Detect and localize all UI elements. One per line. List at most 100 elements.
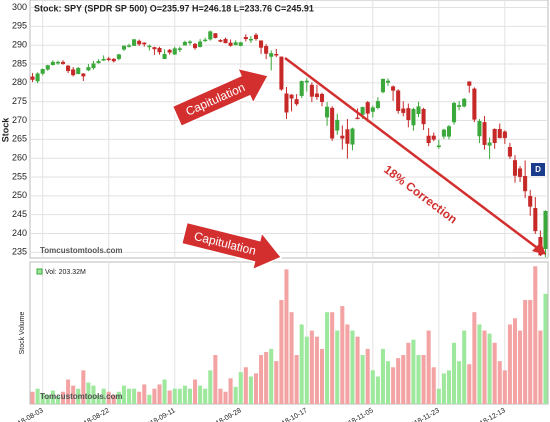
volume-bar — [152, 388, 157, 404]
volume-panel — [29, 261, 549, 405]
candle-body — [228, 42, 233, 46]
candle-body — [253, 34, 259, 40]
volume-bar — [360, 355, 365, 404]
volume-bar — [45, 394, 50, 404]
candle-body — [492, 128, 497, 143]
volume-bar — [50, 390, 55, 404]
candle-body — [274, 53, 279, 56]
candle-body — [380, 78, 385, 93]
volume-bar — [497, 361, 502, 404]
candle-body — [177, 48, 182, 50]
volume-bar — [340, 306, 345, 404]
volume-bar — [441, 373, 446, 404]
candle-body — [142, 42, 147, 45]
y-tick-label: 235 — [12, 247, 27, 257]
candle-body — [218, 40, 223, 42]
candle-body — [60, 61, 66, 64]
volume-bar — [264, 351, 269, 404]
candle-body — [304, 80, 309, 83]
candle-body — [182, 41, 187, 46]
y-tick-label: 240 — [12, 228, 27, 238]
volume-bar — [208, 370, 213, 404]
volume-bar — [81, 370, 86, 404]
candle-body — [406, 108, 411, 121]
legend-swatch — [36, 268, 43, 275]
volume-bar — [319, 348, 325, 404]
volume-bar — [76, 388, 81, 404]
volume-bar — [142, 384, 147, 404]
candle-body — [446, 126, 451, 137]
volume-bar — [396, 358, 401, 404]
y-tick-label: 285 — [12, 58, 27, 68]
candle-body — [502, 131, 507, 139]
candle-body — [243, 37, 248, 40]
volume-bar — [462, 330, 467, 404]
candle-body — [76, 67, 81, 75]
y-tick-label: 265 — [12, 134, 27, 144]
volume-bar — [477, 324, 482, 404]
volume-bar — [304, 336, 309, 404]
volume-bar — [533, 266, 538, 404]
candle-body — [71, 69, 76, 76]
volume-bar — [91, 385, 96, 404]
candle-body — [441, 129, 446, 137]
candle-body — [507, 147, 512, 157]
candle-body — [101, 58, 106, 61]
candle-body — [345, 129, 350, 144]
x-tick-label: 2018-12-13 — [472, 407, 507, 422]
volume-bar — [375, 376, 380, 404]
volume-bar — [452, 342, 457, 404]
volume-axis-label: Stock Volume — [19, 311, 26, 354]
volume-bar — [299, 324, 304, 404]
candle-body — [523, 176, 528, 192]
candle-body — [370, 107, 375, 112]
volume-bar — [507, 324, 512, 404]
y-tick-label: 290 — [12, 40, 27, 50]
volume-bar — [406, 342, 411, 404]
candle-body — [436, 145, 441, 148]
candle-body — [259, 40, 264, 48]
candle-body — [533, 208, 538, 232]
candle-body — [355, 117, 360, 120]
y-tick-label: 245 — [12, 209, 27, 219]
candle-body — [452, 102, 457, 123]
candle-body — [187, 41, 192, 44]
volume-bar — [238, 372, 243, 404]
candle-body — [198, 41, 203, 47]
volume-bar — [472, 312, 477, 404]
volume-bar — [147, 394, 152, 404]
candle-body — [472, 88, 477, 120]
volume-bar — [380, 348, 385, 404]
candle-body — [299, 81, 304, 96]
volume-bar — [436, 388, 441, 404]
candle-body — [121, 45, 126, 50]
candle-body — [350, 128, 355, 145]
volume-bar — [111, 394, 116, 404]
volume-bar — [269, 348, 274, 404]
y-tick-label: 255 — [12, 171, 27, 181]
candle-body — [386, 80, 391, 83]
volume-bar — [30, 391, 35, 404]
y-tick-label: 270 — [12, 115, 27, 125]
candle-body — [477, 121, 482, 137]
volume-bar — [233, 386, 238, 404]
candle-body — [497, 128, 502, 139]
volume-bar — [35, 388, 40, 404]
volume-bar — [523, 299, 528, 404]
volume-bar — [253, 373, 259, 404]
arrow-head — [532, 242, 546, 255]
candle-body — [482, 122, 487, 145]
y-tick-label: 295 — [12, 21, 27, 31]
candle-body — [360, 107, 365, 115]
candle-body — [50, 61, 55, 66]
volume-bar — [502, 370, 507, 404]
correction-arrow — [284, 57, 541, 251]
candle-body — [238, 42, 243, 46]
candle-body — [193, 43, 198, 49]
candle-body — [66, 65, 71, 72]
volume-bar — [182, 385, 187, 404]
candle-body — [518, 168, 523, 177]
volume-bar — [325, 312, 330, 404]
candle-body — [116, 54, 121, 60]
candle-body — [248, 38, 253, 41]
